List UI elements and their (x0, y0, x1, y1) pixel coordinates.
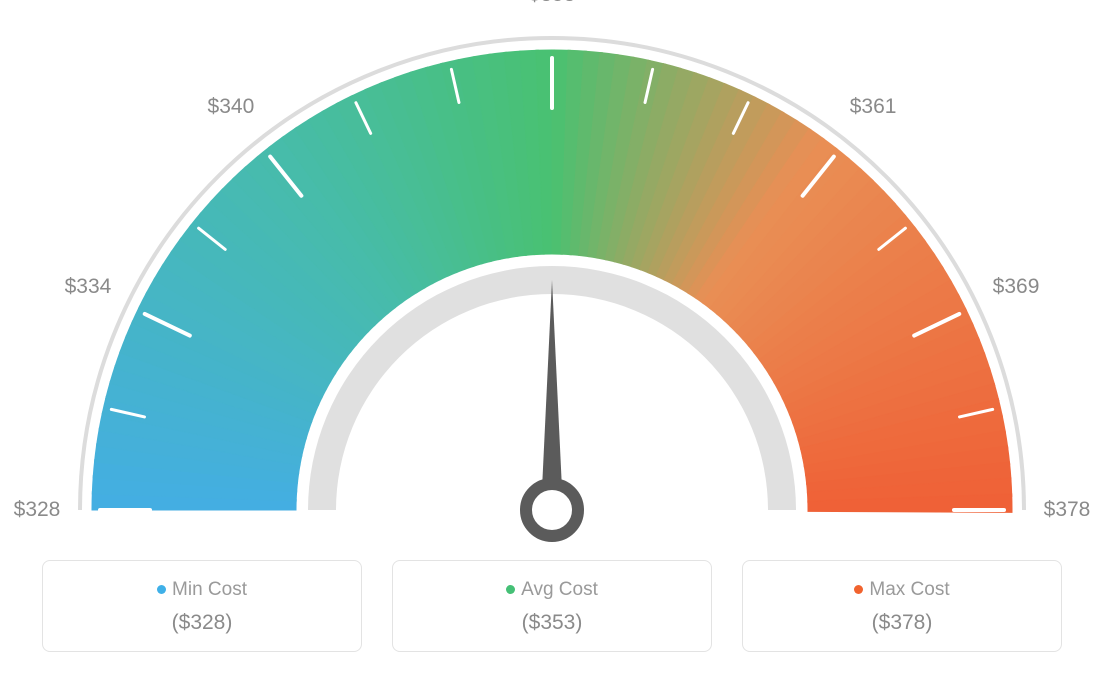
legend-title: Avg Cost (403, 579, 701, 601)
gauge-svg (0, 0, 1104, 560)
legend-row: Min Cost ($328) Avg Cost ($353) Max Cost ($37… (0, 560, 1104, 652)
legend-title-text: Min Cost (172, 579, 247, 600)
legend-dot-icon (506, 585, 515, 594)
needle-hub (526, 484, 578, 536)
legend-dot-icon (157, 585, 166, 594)
tick-label: $378 (1044, 498, 1091, 522)
tick-label: $369 (993, 275, 1040, 299)
legend-value: ($378) (753, 611, 1051, 635)
legend-title-text: Avg Cost (521, 579, 598, 600)
legend-value: ($353) (403, 611, 701, 635)
tick-label: $334 (65, 275, 112, 299)
tick-label: $361 (850, 95, 897, 119)
tick-label: $340 (208, 95, 255, 119)
tick-label: $353 (529, 0, 576, 7)
legend-title: Max Cost (753, 579, 1051, 601)
legend-card: Min Cost ($328) (42, 560, 362, 652)
tick-label: $328 (14, 498, 61, 522)
legend-title-text: Max Cost (869, 579, 949, 600)
legend-title: Min Cost (53, 579, 351, 601)
legend-dot-icon (854, 585, 863, 594)
needle (541, 280, 563, 510)
legend-card: Avg Cost ($353) (392, 560, 712, 652)
gauge-container: $328 $334 $340 $353 $361 $369 $378 (0, 0, 1104, 560)
legend-value: ($328) (53, 611, 351, 635)
legend-card: Max Cost ($378) (742, 560, 1062, 652)
